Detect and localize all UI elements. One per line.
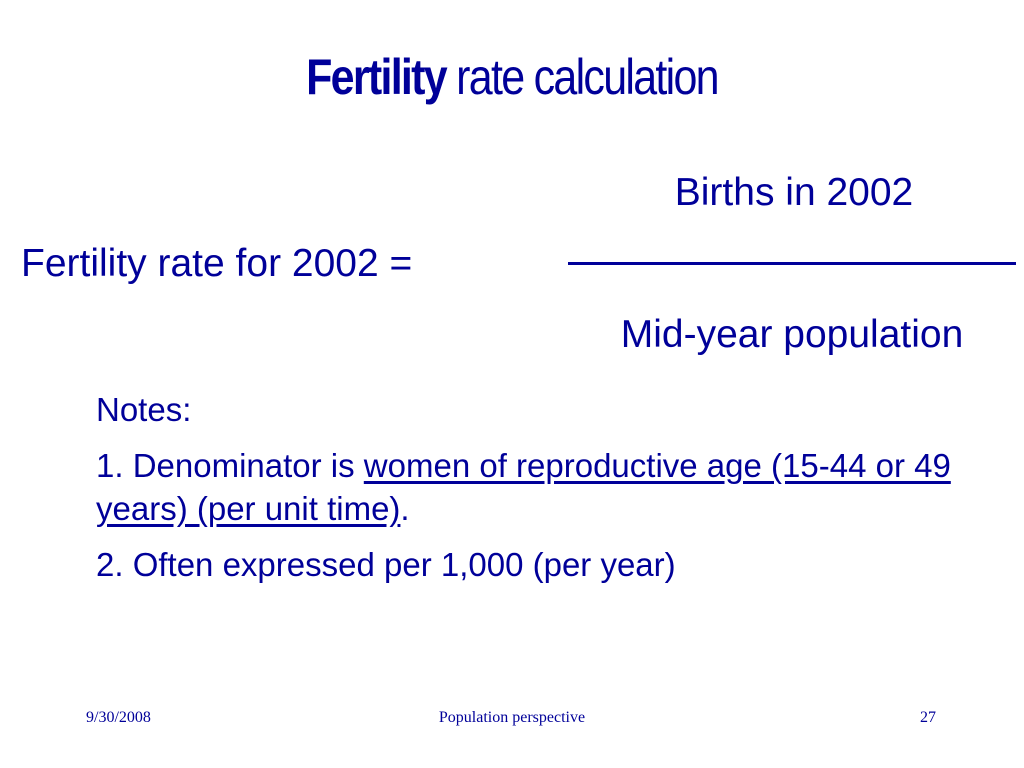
notes-section: Notes: 1. Denominator is women of reprod… (96, 388, 956, 599)
formula-numerator: Births in 2002 (674, 171, 914, 214)
note-item-1-underlined: women of reproductive age (15-44 or 49 y… (96, 447, 951, 527)
note-item-1-prefix: 1. Denominator is (96, 447, 364, 484)
footer-page-number: 27 (920, 709, 936, 726)
slide-title: Fertility rate calculation (72, 42, 953, 112)
slide-title-rest: rate calculation (445, 49, 719, 105)
note-item-1: 1. Denominator is women of reproductive … (96, 444, 956, 530)
footer-date: 9/30/2008 (86, 709, 151, 726)
slide-title-bold: Fertility (306, 49, 448, 105)
formula-denominator: Mid-year population (620, 313, 964, 356)
fraction-bar (568, 262, 1016, 265)
note-item-1-suffix: . (400, 490, 410, 527)
notes-heading: Notes: (96, 391, 192, 428)
footer-title: Population perspective (438, 709, 586, 726)
formula-left-side: Fertility rate for 2002 = (21, 242, 413, 285)
note-item-2: 2. Often expressed per 1,000 (per year) (96, 546, 676, 583)
